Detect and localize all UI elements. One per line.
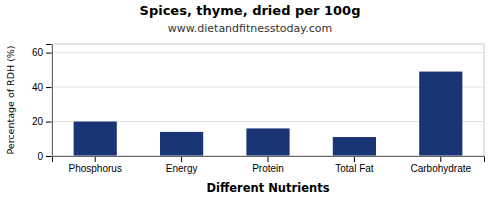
y-tick-label: 60 bbox=[32, 47, 44, 58]
x-tick-label: Protein bbox=[252, 163, 284, 174]
x-tick: Protein bbox=[252, 156, 284, 174]
y-tick: 60 bbox=[32, 47, 52, 58]
y-tick-mark bbox=[46, 53, 52, 54]
x-tick-mark bbox=[181, 156, 182, 162]
x-axis-title: Different Nutrients bbox=[206, 181, 329, 195]
x-tick-label: Energy bbox=[166, 163, 198, 174]
y-tick-label: 40 bbox=[32, 82, 44, 93]
x-axis: Phosphorus Energy Protein Total Fat Carbohyd… bbox=[53, 156, 485, 174]
plot-area: 0 20 40 60 Phosphorus Energy Protein Total Fat C… bbox=[32, 44, 485, 174]
y-tick: 0 bbox=[37, 151, 52, 162]
x-axis-line bbox=[53, 157, 485, 163]
x-tick-mark bbox=[268, 156, 269, 162]
bar bbox=[74, 122, 117, 156]
y-tick-mark bbox=[46, 156, 52, 157]
y-tick-label: 20 bbox=[32, 116, 44, 127]
y-tick-mark bbox=[46, 122, 52, 123]
chart: 0 20 40 60 Phosphorus Energy Protein Total Fat C… bbox=[0, 0, 500, 200]
x-tick: Carbohydrate bbox=[411, 156, 472, 174]
plot-frame bbox=[52, 44, 484, 156]
grid-line bbox=[52, 52, 484, 53]
x-tick: Total Fat bbox=[335, 156, 374, 174]
x-tick-mark bbox=[440, 156, 441, 162]
y-tick: 20 bbox=[32, 116, 52, 127]
x-tick-label: Phosphorus bbox=[69, 163, 122, 174]
bar bbox=[333, 137, 376, 156]
bars bbox=[74, 72, 463, 156]
x-tick-mark bbox=[95, 156, 96, 162]
subtitle: www.dietandfitnesstoday.com bbox=[168, 22, 332, 35]
x-tick-label: Carbohydrate bbox=[411, 163, 472, 174]
bar bbox=[419, 72, 462, 156]
y-tick-mark bbox=[46, 87, 52, 88]
title: Spices, thyme, dried per 100g bbox=[140, 3, 361, 18]
x-tick: Energy bbox=[166, 156, 198, 174]
bar bbox=[246, 128, 289, 156]
x-tick: Phosphorus bbox=[69, 156, 122, 174]
y-tick-label: 0 bbox=[37, 151, 43, 162]
bar bbox=[160, 132, 203, 156]
x-tick-mark bbox=[354, 156, 355, 162]
y-axis: 0 20 40 60 bbox=[32, 45, 53, 162]
grid bbox=[52, 53, 484, 156]
y-tick: 40 bbox=[32, 82, 52, 93]
x-tick-label: Total Fat bbox=[335, 163, 374, 174]
y-axis-title: Percentage of RDH (%) bbox=[5, 45, 16, 154]
